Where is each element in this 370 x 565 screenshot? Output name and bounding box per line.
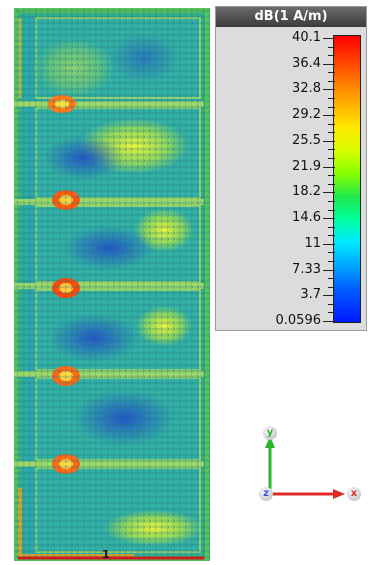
axis-triad-graphic bbox=[265, 436, 345, 499]
color-legend: dB(1 A/m) 40.1 36.4 32.8 29.2 25.5 21.9 18.2 14… bbox=[215, 6, 367, 331]
legend-tick-mark bbox=[323, 166, 335, 168]
legend-minor-tick bbox=[328, 149, 335, 151]
legend-tick-label: 21.9 bbox=[292, 158, 321, 174]
surface-current-field-plot[interactable]: 1 bbox=[14, 8, 210, 561]
legend-tick-label: 40.1 bbox=[292, 30, 321, 45]
legend-tick-mark bbox=[323, 218, 335, 220]
legend-minor-tick bbox=[328, 260, 335, 262]
legend-minor-tick bbox=[328, 55, 335, 57]
legend-minor-tick bbox=[328, 106, 335, 108]
legend-minor-tick bbox=[328, 72, 335, 74]
legend-minor-tick bbox=[328, 235, 335, 237]
legend-tick-mark bbox=[323, 38, 335, 39]
y-axis-label: y bbox=[263, 426, 277, 440]
legend-minor-tick bbox=[328, 209, 335, 211]
legend-tick-mark bbox=[323, 63, 335, 65]
legend-tick-mark bbox=[323, 89, 335, 91]
legend-minor-tick bbox=[328, 200, 335, 202]
legend-minor-tick bbox=[328, 98, 335, 100]
legend-tick-label: 36.4 bbox=[292, 55, 321, 71]
x-axis-label: x bbox=[347, 487, 361, 501]
legend-minor-tick bbox=[328, 183, 335, 185]
legend-tick-label: 18.2 bbox=[292, 184, 321, 200]
legend-tick-label: 29.2 bbox=[292, 107, 321, 123]
z-axis-label: z bbox=[259, 487, 273, 501]
legend-minor-tick bbox=[328, 123, 335, 125]
legend-minor-tick bbox=[328, 278, 335, 280]
legend-minor-tick bbox=[328, 226, 335, 228]
legend-tick-label: 7.33 bbox=[292, 261, 321, 277]
legend-minor-tick bbox=[328, 286, 335, 288]
legend-title: dB(1 A/m) bbox=[216, 7, 366, 27]
legend-tick-label: 11 bbox=[304, 235, 321, 251]
scale-marker: 1 bbox=[102, 548, 110, 561]
legend-tick-mark bbox=[323, 115, 335, 117]
legend-tick-mark bbox=[323, 140, 335, 142]
legend-tick-mark bbox=[323, 295, 335, 297]
legend-minor-tick bbox=[328, 132, 335, 134]
legend-tick-mark bbox=[323, 321, 335, 322]
legend-minor-tick bbox=[328, 175, 335, 177]
legend-tick-label: 3.7 bbox=[300, 287, 321, 303]
legend-tick-mark bbox=[323, 192, 335, 194]
legend-minor-tick bbox=[328, 158, 335, 160]
legend-minor-tick bbox=[328, 80, 335, 82]
legend-minor-tick bbox=[328, 303, 335, 305]
axis-triad[interactable]: y z x bbox=[255, 420, 367, 514]
legend-minor-tick bbox=[328, 46, 335, 48]
legend-minor-tick bbox=[328, 312, 335, 314]
legend-tick-label: 0.0596 bbox=[275, 313, 322, 328]
legend-minor-tick bbox=[328, 252, 335, 254]
legend-tick-mark bbox=[323, 269, 335, 271]
colorbar bbox=[333, 35, 361, 323]
legend-tick-label: 25.5 bbox=[292, 132, 321, 148]
legend-tick-label: 14.6 bbox=[292, 210, 321, 226]
field-graphic bbox=[14, 8, 210, 561]
legend-tick-mark bbox=[323, 243, 335, 245]
legend-tick-label: 32.8 bbox=[292, 81, 321, 97]
